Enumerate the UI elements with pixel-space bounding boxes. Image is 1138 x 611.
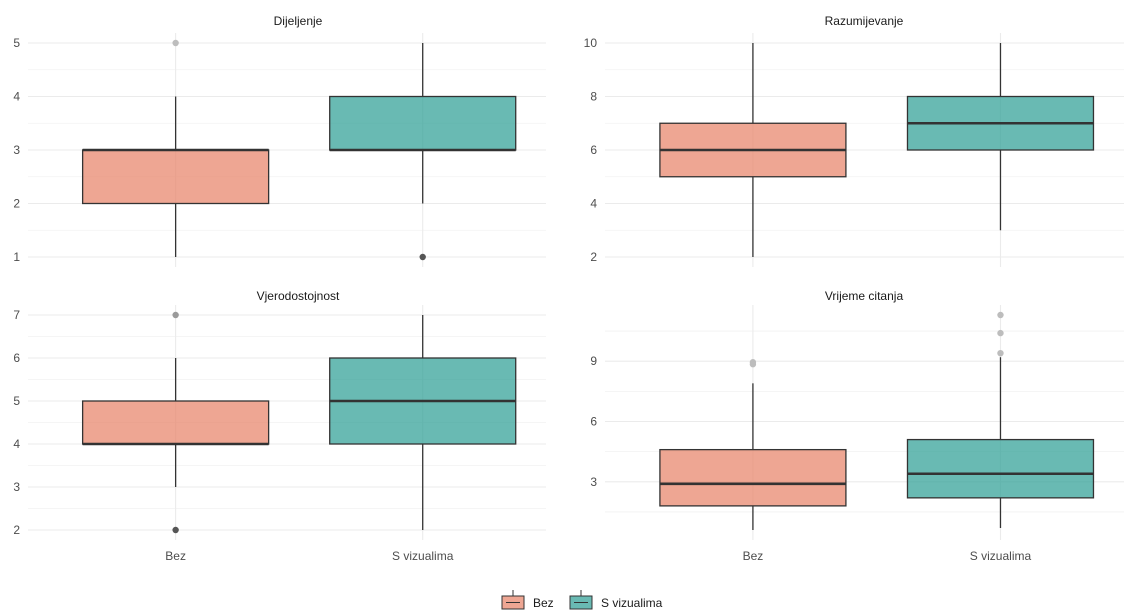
y-tick-label: 2 — [13, 197, 20, 211]
facet-title: Vrijeme citanja — [825, 289, 904, 303]
y-tick-label: 2 — [13, 523, 20, 537]
outlier-point — [172, 39, 179, 47]
outlier-point — [172, 526, 179, 534]
box-s-vizualima — [906, 311, 1095, 528]
box-bez — [659, 359, 847, 530]
y-tick-label: 3 — [590, 475, 597, 489]
y-tick-label: 1 — [13, 250, 20, 264]
box-body — [906, 438, 1095, 499]
box-bez — [659, 43, 847, 257]
facet-vrijeme-citanja: Vrijeme citanja 3 6 9 Bez S vizualima — [590, 289, 1124, 563]
outlier-point — [997, 329, 1004, 337]
box-body — [659, 448, 847, 507]
y-tick-label: 4 — [13, 437, 20, 451]
outlier-point — [749, 361, 757, 368]
legend-item-s-vizualima: S vizualima — [569, 590, 663, 610]
facet-title: Dijeljenje — [274, 14, 323, 28]
x-tick-label: Bez — [743, 549, 764, 563]
box-s-vizualima — [329, 315, 517, 530]
facet-title: Razumijevanje — [825, 14, 904, 28]
y-tick-label: 6 — [590, 414, 597, 428]
y-tick-label: 10 — [584, 36, 598, 50]
legend-label: S vizualima — [601, 596, 663, 610]
box-body — [329, 95, 517, 151]
y-tick-label: 3 — [13, 480, 20, 494]
box-bez — [81, 311, 270, 534]
y-tick-label: 4 — [13, 90, 20, 104]
box-s-vizualima — [329, 43, 517, 261]
x-tick-label: S vizualima — [392, 549, 454, 563]
outlier-point — [172, 311, 179, 319]
y-tick-label: 6 — [13, 351, 20, 365]
facet-title: Vjerodostojnost — [257, 289, 340, 303]
y-tick-label: 9 — [590, 354, 597, 368]
x-tick-label: Bez — [165, 549, 186, 563]
x-tick-label: S vizualima — [970, 549, 1032, 563]
y-tick-label: 4 — [590, 197, 597, 211]
box-body — [81, 400, 270, 445]
box-s-vizualima — [906, 43, 1095, 231]
legend: Bez S vizualima — [501, 590, 663, 610]
facet-dijeljenje: Dijeljenje 1 2 3 4 5 — [13, 14, 546, 267]
y-tick-label: 5 — [13, 394, 20, 408]
legend-label: Bez — [533, 596, 554, 610]
legend-item-bez: Bez — [501, 590, 554, 610]
box-body — [81, 149, 270, 205]
facet-razumijevanje: Razumijevanje 2 4 6 8 10 — [584, 14, 1124, 267]
outlier-point — [997, 311, 1004, 319]
y-tick-label: 6 — [590, 143, 597, 157]
y-tick-label: 5 — [13, 36, 20, 50]
facet-vjerodostojnost: Vjerodostojnost 2 3 4 5 6 7 Bez S vizualima — [13, 289, 546, 563]
box-bez — [81, 39, 270, 257]
y-tick-label: 3 — [13, 143, 20, 157]
y-tick-label: 8 — [590, 90, 597, 104]
outlier-point — [419, 253, 426, 261]
y-tick-label: 2 — [590, 250, 597, 264]
outlier-point — [997, 349, 1004, 357]
y-tick-label: 7 — [13, 308, 20, 322]
